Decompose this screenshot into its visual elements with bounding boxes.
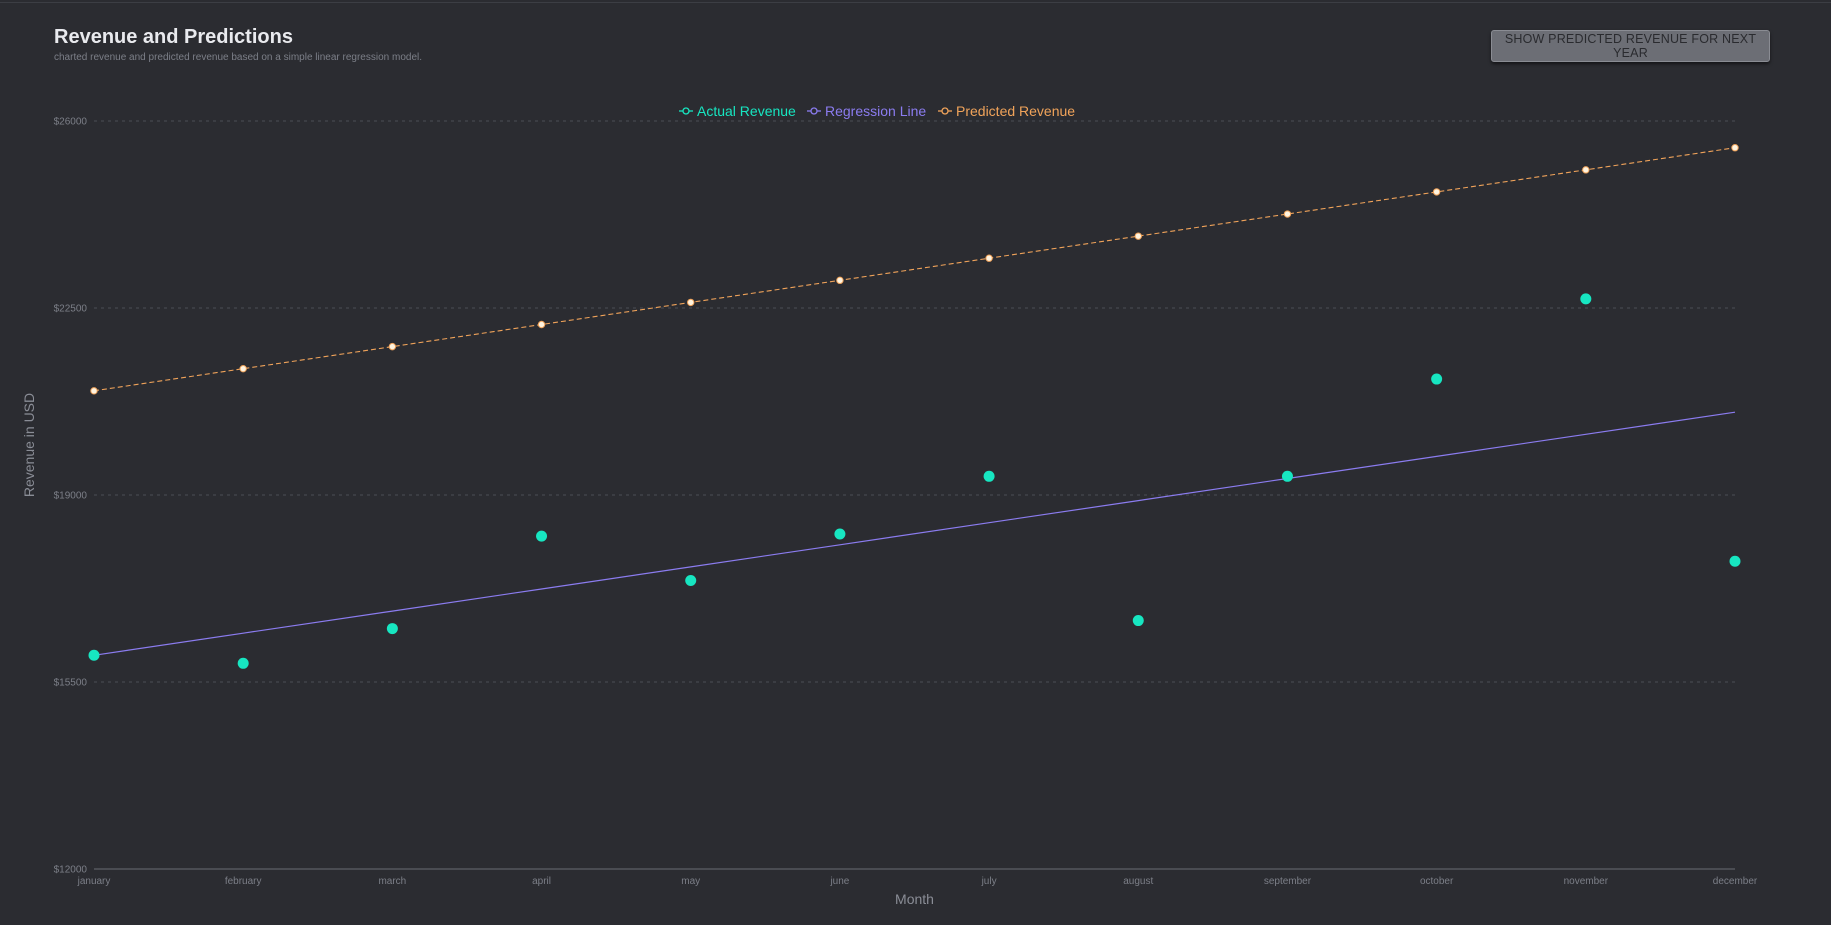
actual-revenue-point xyxy=(237,657,249,669)
predicted-revenue-point xyxy=(836,276,844,285)
predicted-revenue-point xyxy=(537,320,546,329)
predicted-revenue-point xyxy=(1432,188,1441,196)
x-tick-label: september xyxy=(1264,876,1312,887)
legend-label: Actual Revenue xyxy=(697,103,796,119)
legend-item-regression[interactable]: Regression Line xyxy=(807,103,926,119)
regression-line xyxy=(93,411,1736,656)
y-tick-label: $12000 xyxy=(54,865,88,876)
x-tick-label: july xyxy=(981,876,997,887)
predicted-revenue-point xyxy=(388,342,397,351)
actual-revenue-point xyxy=(536,530,548,542)
y-tick-label: $19000 xyxy=(54,491,88,502)
predicted-revenue-point xyxy=(1134,232,1142,240)
predicted-revenue-point xyxy=(90,387,98,395)
predicted-revenue-point xyxy=(239,364,247,373)
chart-header: Revenue and Predictions charted revenue … xyxy=(54,24,422,65)
legend-marker-icon xyxy=(810,107,818,115)
x-tick-label: february xyxy=(225,876,262,887)
legend: Actual Revenue Regression Line Predicted R… xyxy=(679,103,1075,119)
y-tick-label: $22500 xyxy=(54,304,88,315)
y-tick-label: $15500 xyxy=(54,678,88,689)
actual-revenue-point xyxy=(1281,470,1293,482)
show-predicted-revenue-button[interactable]: SHOW PREDICTED REVENUE FOR NEXT YEAR xyxy=(1491,30,1770,62)
x-axis-title: Month xyxy=(895,891,934,907)
legend-label: Predicted Revenue xyxy=(956,103,1075,119)
grid-lines xyxy=(94,120,1735,683)
legend-label: Regression Line xyxy=(825,103,926,119)
top-divider xyxy=(0,2,1831,3)
x-tick-label: august xyxy=(1123,876,1153,887)
predicted-revenue-point xyxy=(1582,166,1590,174)
x-tick-label: may xyxy=(681,876,700,887)
legend-item-actual[interactable]: Actual Revenue xyxy=(679,103,796,119)
x-tick-label: november xyxy=(1564,876,1609,887)
x-tick-label: april xyxy=(532,876,551,887)
x-tick-label: march xyxy=(378,876,406,887)
x-tick-label: october xyxy=(1420,876,1454,887)
x-tick-label: june xyxy=(829,876,849,887)
legend-item-predicted[interactable]: Predicted Revenue xyxy=(938,103,1075,119)
actual-revenue-point xyxy=(983,470,995,482)
y-axis-title: Revenue in USD xyxy=(21,393,37,497)
legend-marker-icon xyxy=(941,107,949,115)
actual-revenue-point xyxy=(834,528,846,540)
y-tick-label: $26000 xyxy=(54,117,88,128)
predicted-revenue-point xyxy=(1283,210,1292,218)
actual-revenue-point xyxy=(1729,555,1741,567)
x-tick-label: december xyxy=(1713,876,1758,887)
series xyxy=(88,144,1741,669)
predicted-revenue-line xyxy=(93,147,1736,392)
actual-revenue-point xyxy=(88,649,100,661)
predicted-revenue-point xyxy=(687,298,695,307)
predicted-revenue-point xyxy=(1731,144,1739,152)
actual-revenue-point xyxy=(1132,615,1144,627)
page-subtitle: charted revenue and predicted revenue ba… xyxy=(54,52,423,63)
actual-revenue-point xyxy=(685,574,697,586)
actual-revenue-point xyxy=(1431,373,1443,385)
actual-revenue-point xyxy=(386,623,398,635)
axes: $12000 $15500 $19000 $22500 $26000 january feb… xyxy=(21,117,1758,908)
page-title: Revenue and Predictions xyxy=(54,26,293,48)
x-tick-label: january xyxy=(77,876,111,887)
legend-marker-icon xyxy=(682,107,690,115)
predicted-revenue-point xyxy=(985,254,993,262)
actual-revenue-point xyxy=(1580,293,1592,305)
